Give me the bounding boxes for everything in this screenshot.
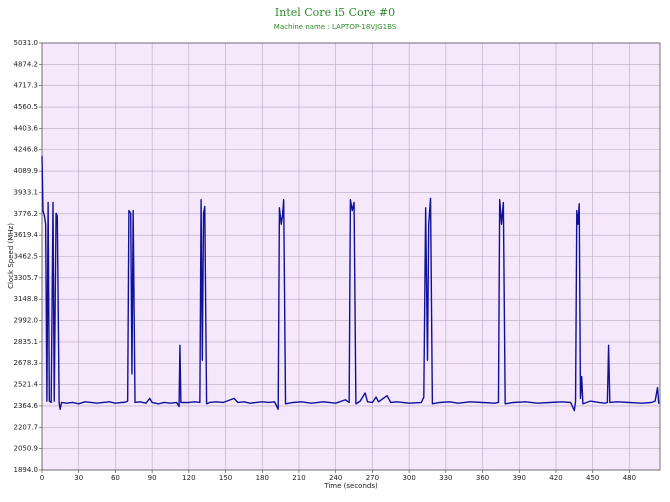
x-tick-label: 330: [439, 474, 452, 482]
x-tick-label: 0: [40, 474, 44, 482]
y-tick-label: 3305.7: [14, 274, 39, 282]
y-tick-label: 2050.9: [14, 445, 39, 453]
x-tick-label: 30: [74, 474, 83, 482]
y-tick-label: 3619.4: [14, 231, 39, 239]
y-tick-label: 3776.2: [14, 210, 39, 218]
y-tick-label: 3933.1: [14, 188, 39, 196]
x-tick-label: 390: [513, 474, 526, 482]
y-tick-label: 2364.6: [14, 402, 39, 410]
y-tick-label: 2207.7: [14, 423, 39, 431]
x-axis-label: Time (seconds): [323, 482, 378, 490]
y-axis-label: Clock Speed (MHz): [7, 223, 15, 289]
x-tick-label: 420: [549, 474, 562, 482]
x-tick-label: 300: [402, 474, 415, 482]
y-tick-label: 4717.3: [14, 82, 39, 90]
y-tick-label: 4560.5: [14, 103, 39, 111]
y-tick-label: 4874.2: [14, 60, 39, 68]
x-tick-label: 480: [623, 474, 636, 482]
plot-border: [41, 42, 661, 471]
x-tick-label: 210: [292, 474, 305, 482]
y-tick-label: 4089.9: [14, 167, 39, 175]
y-tick-label: 3462.5: [14, 253, 39, 261]
x-tick-label: 60: [111, 474, 120, 482]
x-tick-label: 120: [182, 474, 195, 482]
x-tick-label: 240: [329, 474, 342, 482]
x-tick-label: 450: [586, 474, 599, 482]
x-tick-label: 90: [148, 474, 157, 482]
data-line: [41, 156, 660, 412]
chart-title: Intel Core i5 Core #0: [275, 6, 395, 19]
x-tick-label: 360: [476, 474, 489, 482]
chart-subtitle: Machine name : LAPTOP-18VJG1BS: [274, 23, 397, 31]
y-tick-label: 5031.0: [14, 39, 39, 47]
y-tick-label: 2992.0: [14, 317, 39, 325]
y-tick-label: 2678.3: [14, 359, 39, 367]
y-tick-label: 3148.8: [14, 295, 39, 303]
y-tick-label: 2521.4: [14, 381, 39, 389]
y-tick-label: 1894.0: [14, 466, 39, 474]
y-tick-label: 2835.1: [14, 338, 39, 346]
x-tick-label: 150: [219, 474, 232, 482]
y-tick-label: 4403.6: [14, 124, 39, 132]
x-tick-label: 180: [256, 474, 269, 482]
x-tick-label: 270: [366, 474, 379, 482]
y-tick-label: 4246.8: [14, 146, 39, 154]
